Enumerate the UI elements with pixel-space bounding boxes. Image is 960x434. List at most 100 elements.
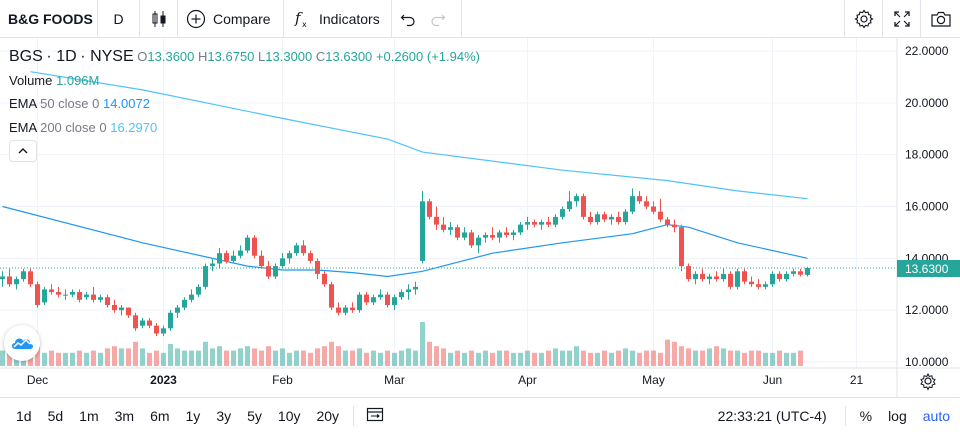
volume-bar	[119, 348, 124, 366]
time-axis: Dec 2023 Feb Mar Apr May Jun 21	[27, 373, 864, 387]
last-price-badge	[897, 260, 960, 277]
range-5d[interactable]: 5d	[47, 407, 64, 424]
volume-bar	[784, 352, 789, 366]
price-chart[interactable]: 22.000020.000018.000016.000014.000012.00…	[0, 0, 960, 397]
candle-body	[14, 279, 19, 285]
tradingview-logo[interactable]	[4, 325, 40, 361]
volume-bar	[406, 348, 411, 366]
screenshot-button[interactable]	[920, 0, 960, 38]
candle-body	[266, 266, 271, 277]
interval-button[interactable]: D	[98, 0, 140, 38]
volume-bar	[672, 341, 677, 366]
range-3m[interactable]: 3m	[114, 407, 135, 424]
range-1y[interactable]: 1y	[185, 407, 201, 424]
range-5y[interactable]: 5y	[247, 407, 262, 424]
legend-exchange: NYSE	[90, 48, 134, 65]
ema200-line	[30, 71, 808, 200]
candle-body	[336, 307, 341, 313]
volume-bar	[504, 350, 509, 366]
redo-icon[interactable]	[430, 11, 446, 27]
candle-body	[707, 276, 712, 280]
legend-ema200-row[interactable]: EMA 200 close 0 16.2970	[9, 116, 480, 140]
range-20y[interactable]: 20y	[316, 407, 340, 424]
volume-bar	[777, 350, 782, 366]
legend-symbol: BGS	[9, 48, 43, 65]
candle-body	[476, 237, 481, 246]
candle-body	[665, 219, 670, 225]
chart-style-button[interactable]	[140, 0, 178, 38]
candle-body	[49, 289, 54, 293]
candle-body	[168, 312, 173, 329]
volume-bar	[287, 352, 292, 366]
candle-body	[273, 266, 278, 277]
volume-bar	[602, 350, 607, 366]
fullscreen-button[interactable]	[882, 0, 920, 38]
timezone-clock[interactable]: 22:33:21 (UTC-4)	[718, 406, 846, 426]
volume-bar	[651, 350, 656, 366]
volume-bar	[399, 350, 404, 366]
candle-body	[35, 284, 40, 305]
ema50-label: EMA	[9, 96, 37, 111]
camera-icon	[930, 11, 951, 27]
volume-bar	[434, 346, 439, 366]
price-axis-label: 10.0000	[905, 355, 949, 369]
percent-toggle[interactable]: %	[859, 408, 873, 424]
volume-bar	[616, 350, 621, 366]
time-axis-settings-icon[interactable]	[920, 372, 936, 391]
volume-bar	[364, 352, 369, 366]
auto-toggle[interactable]: auto	[922, 408, 950, 424]
volume-bar	[770, 352, 775, 366]
range-1m[interactable]: 1m	[79, 407, 99, 424]
candle-body	[294, 245, 299, 254]
volume-bar	[700, 350, 705, 366]
range-1d[interactable]: 1d	[16, 407, 32, 424]
range-6m[interactable]: 6m	[150, 407, 170, 424]
candles-icon	[152, 10, 165, 27]
log-toggle[interactable]: log	[888, 408, 907, 424]
ema200-label: EMA	[9, 119, 37, 135]
candle-body	[497, 232, 502, 238]
volume-bar	[133, 341, 138, 366]
candle-body	[784, 273, 789, 280]
volume-bar	[609, 352, 614, 366]
undo-icon[interactable]	[400, 11, 416, 27]
compare-button[interactable]: Compare	[178, 0, 284, 38]
candle-body	[301, 245, 306, 254]
volume-bar	[679, 346, 684, 366]
price-axis-label: 18.0000	[905, 148, 949, 162]
candle-body	[21, 271, 26, 280]
volume-bar	[462, 352, 467, 366]
volume-bar	[448, 352, 453, 366]
candle-body	[532, 222, 537, 225]
volume-bar	[336, 346, 341, 366]
legend-volume-row[interactable]: Volume 1.096M	[9, 69, 480, 93]
compare-label: Compare	[213, 10, 271, 27]
settings-button[interactable]	[844, 0, 882, 38]
candle-body	[84, 294, 89, 298]
symbol-search-button[interactable]: B&G FOODS	[0, 0, 98, 38]
range-3y[interactable]: 3y	[216, 407, 232, 424]
go-to-date-button[interactable]	[360, 406, 390, 425]
volume-bar	[7, 352, 12, 366]
volume-bar	[301, 350, 306, 366]
price-axis-label: 22.0000	[905, 44, 949, 58]
volume-bar	[266, 346, 271, 366]
indicators-button[interactable]: f x Indicators	[284, 0, 392, 38]
bottom-toolbar: 1d 5d 1m 3m 6m 1y 3y 5y 10y 20y 22:33:21…	[0, 397, 960, 433]
volume-bar	[161, 352, 166, 366]
candle-body	[658, 211, 663, 220]
candle-body	[98, 297, 103, 300]
candle-body	[693, 273, 698, 280]
legend-ema50-row[interactable]: EMA 50 close 0 14.0072	[9, 92, 480, 116]
candle-body	[581, 196, 586, 217]
candle-body	[0, 276, 5, 280]
candle-body	[406, 289, 411, 293]
candle-body	[434, 216, 439, 225]
ema50-value: 14.0072	[102, 96, 150, 111]
ema50-line	[2, 205, 808, 278]
range-10y[interactable]: 10y	[277, 407, 301, 424]
legend-collapse-button[interactable]	[9, 140, 37, 162]
volume-bar	[350, 350, 355, 366]
volume-bar	[413, 350, 418, 366]
top-toolbar: B&G FOODS D Compare f x Indicators	[0, 0, 960, 38]
